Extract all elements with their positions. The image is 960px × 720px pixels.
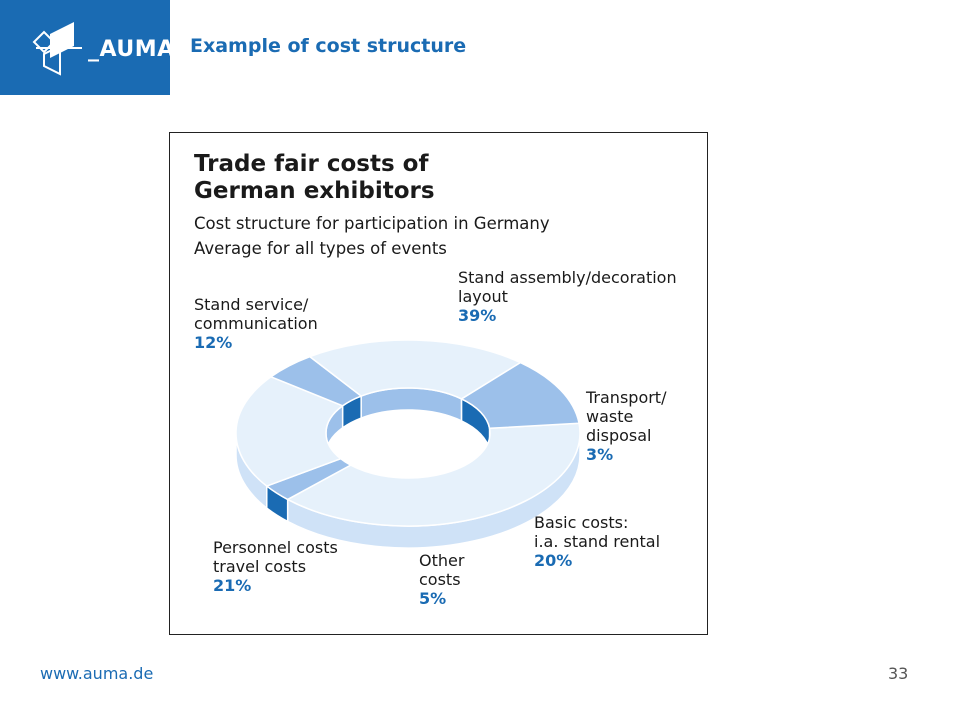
auma-logo: _AUMA xyxy=(0,0,174,95)
label-stand-assembly: Stand assembly/decoration layout 39% xyxy=(458,268,677,325)
label-stand-service-line-2: communication xyxy=(194,314,318,333)
slide-title: Example of cost structure xyxy=(190,35,467,57)
donut-slice-4 xyxy=(309,339,522,400)
label-personnel-costs-percent: 21% xyxy=(213,576,252,595)
label-basic-costs: Basic costs: i.a. stand rental 20% xyxy=(534,513,660,570)
label-basic-costs-percent: 20% xyxy=(534,551,573,570)
chart-title-line-2: German exhibitors xyxy=(194,178,435,204)
chart-title-line-1: Trade fair costs of xyxy=(194,151,429,177)
logo-text: _AUMA xyxy=(88,37,175,62)
chart-subtitle: Cost structure for participation in Germ… xyxy=(194,211,550,261)
label-transport-line-2: waste xyxy=(586,407,634,426)
label-transport-line-1: Transport/ xyxy=(586,388,667,407)
label-stand-service: Stand service/ communication 12% xyxy=(194,295,318,352)
chart-frame: Trade fair costs of German exhibitors Co… xyxy=(169,132,708,635)
label-other-costs-line-2: costs xyxy=(419,570,461,589)
donut-slice-0 xyxy=(286,422,581,527)
label-stand-assembly-percent: 39% xyxy=(458,306,497,325)
label-other-costs-line-1: Other xyxy=(419,551,465,570)
label-other-costs: Other costs 5% xyxy=(419,551,464,608)
label-stand-assembly-line-1: Stand assembly/decoration xyxy=(458,268,677,287)
label-stand-service-percent: 12% xyxy=(194,333,233,352)
label-transport-percent: 3% xyxy=(586,445,614,464)
page-number: 33 xyxy=(888,664,909,683)
auma-logo-mark-icon xyxy=(32,22,82,76)
donut-chart xyxy=(235,339,581,549)
label-transport: Transport/ waste disposal 3% xyxy=(586,388,666,464)
label-personnel-costs-line-2: travel costs xyxy=(213,557,307,576)
label-other-costs-percent: 5% xyxy=(419,589,447,608)
label-transport-line-3: disposal xyxy=(586,426,652,445)
label-basic-costs-line-2: i.a. stand rental xyxy=(534,532,661,551)
label-personnel-costs: Personnel costs travel costs 21% xyxy=(213,538,338,595)
label-stand-assembly-line-2: layout xyxy=(458,287,508,306)
chart-subtitle-line-2: Average for all types of events xyxy=(194,239,447,258)
label-basic-costs-line-1: Basic costs: xyxy=(534,513,629,532)
donut-slice-2 xyxy=(235,376,344,487)
footer-url[interactable]: www.auma.de xyxy=(40,664,154,683)
label-personnel-costs-line-1: Personnel costs xyxy=(213,538,338,557)
chart-subtitle-line-1: Cost structure for participation in Germ… xyxy=(194,214,550,233)
chart-title: Trade fair costs of German exhibitors xyxy=(194,151,435,205)
label-stand-service-line-1: Stand service/ xyxy=(194,295,309,314)
donut-slice-5 xyxy=(460,361,580,430)
